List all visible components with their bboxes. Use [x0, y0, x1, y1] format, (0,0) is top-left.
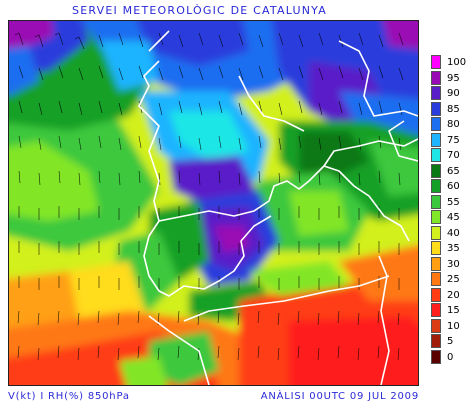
legend-swatch — [431, 241, 441, 255]
legend-label: 100 — [447, 57, 467, 68]
legend-swatch — [431, 303, 441, 317]
legend-item: 35 — [431, 241, 475, 257]
legend-item: 45 — [431, 210, 475, 226]
legend-label: 90 — [447, 88, 460, 99]
legend-label: 5 — [447, 336, 454, 347]
legend-item: 40 — [431, 225, 475, 242]
legend-swatch — [431, 55, 441, 69]
legend-swatch — [431, 318, 441, 333]
legend-label: 30 — [447, 258, 460, 270]
variables-label: V(kt) I RH(%) 850hPa — [8, 391, 130, 402]
legend-label: 65 — [447, 165, 460, 177]
legend-swatch — [431, 132, 441, 147]
legend-swatch — [431, 272, 441, 286]
legend-item: 85 — [431, 101, 475, 118]
map-header: SERVEI METEOROLÒGIC DE CATALUNYA — [0, 0, 475, 20]
map-svg — [9, 21, 418, 385]
legend-item: 0 — [431, 349, 475, 366]
legend-label: 60 — [447, 181, 460, 192]
legend-item: 75 — [431, 132, 475, 149]
legend-label: 55 — [447, 196, 460, 208]
legend-label: 70 — [447, 150, 460, 161]
legend-item: 20 — [431, 287, 475, 304]
legend-item: 70 — [431, 148, 475, 164]
legend-label: 45 — [447, 212, 460, 223]
legend-label: 25 — [447, 274, 460, 285]
legend-item: 15 — [431, 303, 475, 319]
legend-label: 95 — [447, 72, 460, 84]
legend-label: 85 — [447, 103, 460, 115]
legend-swatch — [431, 210, 441, 224]
legend-item: 95 — [431, 70, 475, 87]
legend-label: 35 — [447, 243, 460, 254]
legend-swatch — [431, 117, 441, 131]
weather-map — [8, 20, 419, 386]
legend-swatch — [431, 334, 441, 348]
legend-swatch — [431, 287, 441, 302]
legend-label: 15 — [447, 305, 460, 316]
legend-label: 0 — [447, 351, 454, 363]
coastlines — [138, 30, 418, 385]
legend-swatch — [431, 225, 441, 240]
legend-label: 75 — [447, 134, 460, 146]
legend-item: 90 — [431, 86, 475, 102]
legend-swatch — [431, 86, 441, 100]
header-title: SERVEI METEOROLÒGIC DE CATALUNYA — [72, 4, 327, 17]
legend-label: 10 — [447, 320, 460, 332]
legend-label: 80 — [447, 119, 460, 130]
legend-swatch — [431, 256, 441, 271]
legend-label: 40 — [447, 227, 460, 239]
wind-barbs — [14, 32, 404, 361]
legend-swatch — [431, 179, 441, 193]
legend-item: 5 — [431, 334, 475, 350]
legend-item: 80 — [431, 117, 475, 133]
legend-label: 20 — [447, 289, 460, 301]
humidity-field — [9, 21, 418, 385]
analysis-label: ANÀLISI 00UTC 09 JUL 2009 — [260, 391, 419, 402]
humidity-legend: 100 95 90 85 80 75 70 65 60 55 45 40 35 30 25 20 15 10 5 0 — [431, 55, 475, 365]
legend-item: 65 — [431, 163, 475, 180]
legend-item: 10 — [431, 318, 475, 335]
legend-swatch — [431, 194, 441, 209]
legend-item: 60 — [431, 179, 475, 195]
legend-swatch — [431, 148, 441, 162]
legend-item: 25 — [431, 272, 475, 288]
legend-item: 30 — [431, 256, 475, 273]
legend-item: 100 — [431, 55, 475, 71]
legend-swatch — [431, 70, 441, 85]
legend-item: 55 — [431, 194, 475, 211]
legend-swatch — [431, 163, 441, 178]
legend-swatch — [431, 349, 441, 364]
legend-swatch — [431, 101, 441, 116]
